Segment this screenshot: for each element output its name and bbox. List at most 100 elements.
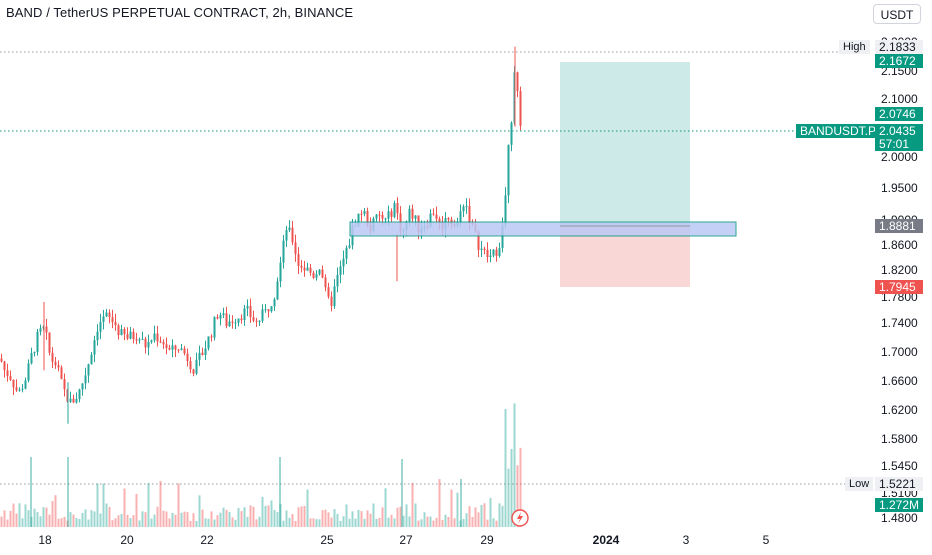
candle-body	[60, 367, 63, 380]
candle-body	[228, 321, 231, 327]
candle-body	[222, 313, 225, 316]
volume-bar	[378, 517, 381, 527]
volume-bar	[438, 479, 441, 527]
volume-bar	[264, 505, 267, 527]
candle-body	[258, 320, 261, 322]
volume-bar	[372, 503, 375, 527]
candle-body	[252, 317, 255, 321]
target-price-badge: 2.1672	[875, 54, 923, 68]
volume-spike	[67, 457, 69, 527]
candle-body	[48, 332, 51, 353]
volume-bar	[105, 503, 108, 527]
price-tick-label: 1.7400	[881, 316, 918, 330]
volume-bar	[423, 512, 426, 527]
candle-body	[93, 340, 96, 355]
time-tick-label: 5	[763, 533, 770, 547]
volume-bar	[135, 493, 138, 527]
candle-body	[36, 331, 39, 352]
candle-body	[429, 213, 432, 227]
volume-bar	[204, 518, 207, 527]
volume-bar	[426, 516, 429, 527]
volume-bar	[297, 507, 300, 527]
volume-bar	[474, 507, 477, 527]
candle-body	[330, 296, 333, 306]
time-tick-label: 3	[683, 533, 690, 547]
candle-body	[375, 214, 378, 219]
volume-bar	[414, 503, 417, 527]
volume-bar	[432, 520, 435, 527]
candle-body	[201, 352, 204, 356]
candle-body	[105, 312, 108, 317]
volume-bar	[75, 518, 78, 527]
volume-bar	[138, 520, 141, 527]
candle-body	[366, 210, 369, 226]
volume-bar	[162, 510, 165, 527]
lightning-icon[interactable]	[511, 509, 529, 527]
candle-body	[309, 267, 312, 273]
candle-body	[51, 352, 54, 362]
volume-bar	[306, 489, 309, 527]
candle-body	[408, 208, 411, 222]
volume-bar	[267, 505, 270, 527]
volume-bar	[81, 512, 84, 527]
candle-body	[210, 336, 213, 338]
volume-bar	[240, 511, 243, 527]
volume-bar	[408, 516, 411, 527]
candle-body	[129, 331, 132, 339]
volume-bar	[102, 483, 105, 527]
candle-body	[516, 72, 519, 92]
candle-body	[192, 369, 195, 374]
volume-bar	[480, 504, 483, 527]
candle-body	[285, 230, 288, 241]
high-label: High	[839, 40, 870, 54]
symbol-badge: BANDUSDT.P	[796, 124, 881, 138]
volume-bar	[180, 512, 183, 527]
candle-body	[465, 206, 468, 208]
candle-body	[123, 329, 126, 335]
volume-bar	[231, 517, 234, 527]
time-tick-label: 22	[200, 533, 214, 547]
volume-bar	[9, 510, 12, 527]
volume-bar	[153, 514, 156, 527]
volume-bar	[117, 515, 120, 527]
volume-bar	[393, 518, 396, 527]
volume-badge: 1.272M	[875, 498, 923, 512]
volume-bar	[456, 492, 459, 527]
candle-body	[357, 213, 360, 226]
target-zone[interactable]	[560, 62, 690, 226]
demand-zone-rect[interactable]	[349, 221, 737, 237]
price-tick-label: 1.8200	[881, 263, 918, 277]
volume-bar	[168, 518, 171, 527]
demand-box[interactable]	[349, 221, 737, 237]
candle-body	[99, 321, 102, 332]
volume-bar	[126, 514, 129, 527]
candle-body	[225, 313, 228, 327]
volume-bar	[417, 520, 420, 527]
volume-bar	[273, 510, 276, 527]
price-tick-label: 1.5450	[881, 459, 918, 473]
price-tick-label: 1.7000	[881, 345, 918, 359]
volume-bar	[69, 512, 72, 527]
volume-bar	[294, 520, 297, 527]
volume-bar	[321, 510, 324, 527]
currency-button[interactable]: USDT	[873, 4, 921, 24]
volume-bar	[282, 520, 285, 527]
candle-body	[468, 206, 471, 224]
candle-body	[198, 352, 201, 360]
time-axis[interactable]: 18 20 22 25 27 29 2024 3 5	[38, 533, 769, 547]
time-tick-label: 20	[120, 533, 134, 547]
candle-body	[291, 227, 294, 243]
candle-body	[39, 328, 42, 332]
dotted-price-lines	[0, 51, 872, 485]
volume-bar	[171, 512, 174, 527]
candle-body	[507, 144, 510, 196]
candle-body	[207, 336, 210, 349]
volume-bar	[312, 518, 315, 527]
candle-body	[15, 387, 18, 391]
volume-bar	[504, 409, 507, 527]
volume-bar	[315, 519, 318, 527]
volume-bar	[471, 516, 474, 527]
volume-bar	[30, 516, 33, 527]
